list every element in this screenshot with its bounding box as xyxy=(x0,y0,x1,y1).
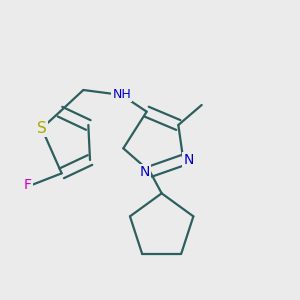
Text: N: N xyxy=(183,153,194,167)
Text: NH: NH xyxy=(112,88,131,101)
Text: F: F xyxy=(24,178,32,192)
Text: N: N xyxy=(140,165,150,179)
Text: S: S xyxy=(37,121,46,136)
